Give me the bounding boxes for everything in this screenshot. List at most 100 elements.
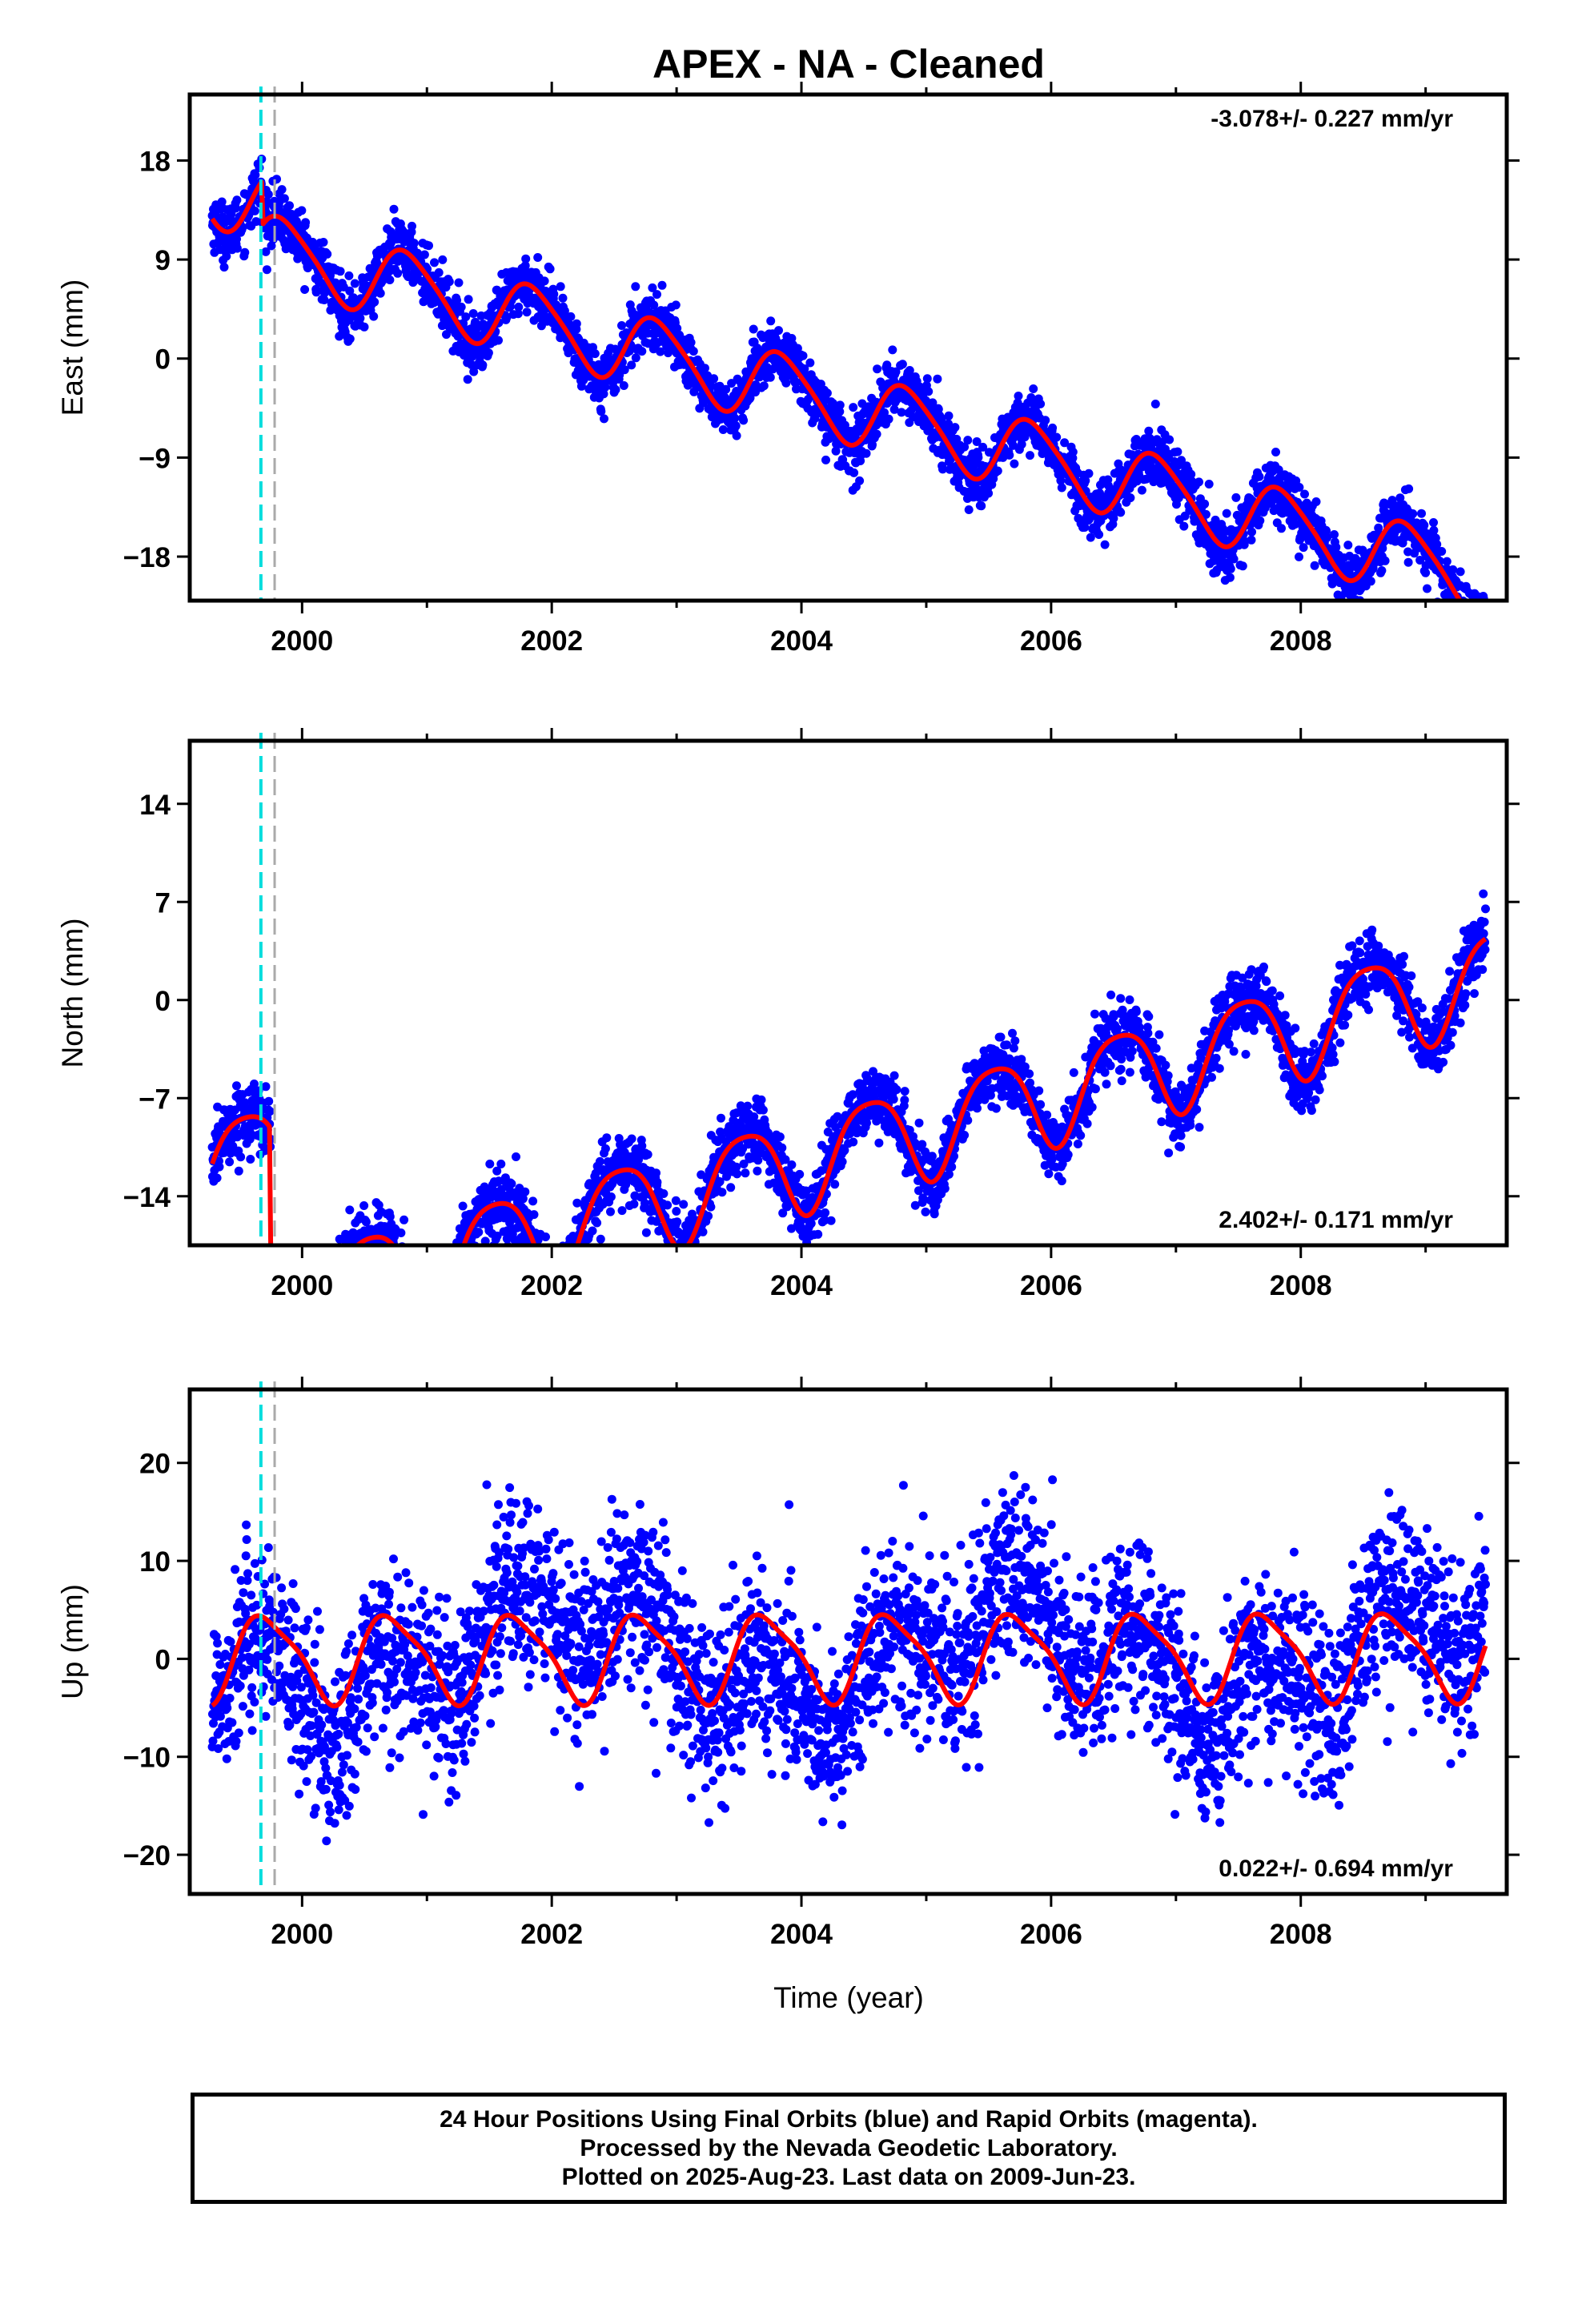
east-rate-label: -3.078+/- 0.227 mm/yr xyxy=(1211,106,1453,132)
east-point xyxy=(319,296,329,304)
east-point xyxy=(897,408,906,417)
north-point xyxy=(286,1327,295,1336)
east-point xyxy=(1295,552,1303,561)
north-point xyxy=(307,1344,315,1353)
north-point xyxy=(480,1236,490,1245)
north-point xyxy=(474,1228,484,1237)
north-point xyxy=(722,1172,731,1181)
north-point xyxy=(404,1256,413,1265)
north-point xyxy=(301,1338,310,1347)
north-point xyxy=(303,1324,312,1333)
north-point xyxy=(297,1329,306,1338)
north-point xyxy=(606,1207,615,1216)
north-point xyxy=(556,1252,564,1261)
north-point xyxy=(398,1259,407,1268)
north-point xyxy=(394,1263,403,1272)
north-point xyxy=(336,1261,345,1269)
north-point xyxy=(529,1210,539,1220)
north-point xyxy=(420,1301,429,1310)
north-point xyxy=(315,1359,323,1368)
north-point xyxy=(421,1308,430,1317)
east-point xyxy=(1026,451,1034,460)
east-point xyxy=(350,279,359,288)
north-point xyxy=(704,1212,713,1220)
east-point xyxy=(922,374,932,384)
east-point xyxy=(1472,633,1481,642)
north-point xyxy=(564,1301,572,1309)
north-point xyxy=(287,1337,296,1345)
east-y-tick-label: 18 xyxy=(139,146,171,177)
north-point xyxy=(570,1253,579,1262)
north-point xyxy=(444,1267,452,1276)
east-point xyxy=(1239,540,1249,549)
north-point xyxy=(416,1306,425,1315)
north-point xyxy=(449,1264,458,1273)
north-point xyxy=(291,1344,299,1353)
east-point xyxy=(1464,630,1473,639)
north-point xyxy=(686,1247,695,1256)
north-point xyxy=(565,1258,574,1267)
east-point xyxy=(600,383,610,392)
east-point xyxy=(297,206,307,215)
north-point xyxy=(319,1334,327,1343)
east-point xyxy=(793,344,802,353)
east-point xyxy=(1459,624,1468,633)
north-point xyxy=(405,1273,414,1281)
north-point xyxy=(347,1249,355,1258)
north-point xyxy=(347,1270,356,1279)
east-point xyxy=(285,201,294,211)
north-point xyxy=(442,1300,451,1309)
north-point xyxy=(492,1166,502,1176)
north-point xyxy=(520,1187,530,1196)
north-point xyxy=(410,1304,419,1313)
north-point xyxy=(307,1325,316,1333)
north-point xyxy=(335,1293,343,1301)
east-point xyxy=(1048,423,1058,432)
north-point xyxy=(423,1329,432,1338)
north-point xyxy=(452,1278,460,1287)
north-point xyxy=(285,1357,294,1366)
east-point xyxy=(1468,605,1477,614)
north-point xyxy=(451,1319,460,1328)
north-point xyxy=(351,1267,360,1276)
east-point xyxy=(442,330,451,340)
east-point xyxy=(1387,496,1397,505)
north-point xyxy=(399,1259,408,1268)
north-point xyxy=(715,1177,725,1186)
north-point xyxy=(279,1306,287,1315)
east-point xyxy=(1014,392,1023,400)
east-point xyxy=(1481,602,1490,611)
east-point xyxy=(572,319,581,328)
north-point xyxy=(548,1302,557,1311)
east-point xyxy=(849,468,859,477)
east-point xyxy=(1144,426,1154,436)
north-point xyxy=(564,1252,573,1261)
east-point xyxy=(279,194,289,203)
north-point xyxy=(318,1338,327,1347)
east-point xyxy=(261,247,271,256)
north-point xyxy=(305,1341,314,1350)
north-point xyxy=(344,1270,353,1279)
east-point xyxy=(1464,609,1472,617)
north-point xyxy=(572,1198,582,1208)
east-point xyxy=(251,217,261,227)
east-point xyxy=(1137,485,1146,495)
north-point xyxy=(410,1288,419,1297)
north-point xyxy=(323,1304,332,1313)
east-point xyxy=(637,347,647,356)
east-point xyxy=(281,244,291,254)
north-point xyxy=(775,1132,785,1142)
east-point xyxy=(1464,611,1473,620)
north-point xyxy=(470,1252,479,1261)
east-point xyxy=(1415,556,1425,565)
east-point xyxy=(560,306,569,316)
north-point xyxy=(324,1320,333,1329)
north-point xyxy=(689,1249,697,1258)
north-point xyxy=(294,1333,303,1342)
east-point xyxy=(868,440,877,449)
east-point xyxy=(262,265,271,275)
north-point xyxy=(333,1281,342,1289)
east-point xyxy=(1474,625,1483,633)
north-point xyxy=(424,1302,433,1311)
east-point xyxy=(231,203,240,213)
